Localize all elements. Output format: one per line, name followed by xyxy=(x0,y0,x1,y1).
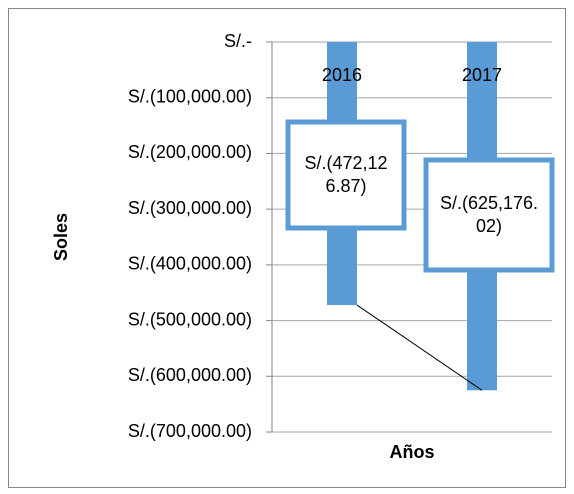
x-axis-title: Años xyxy=(390,442,435,462)
y-tick-label: S/.(300,000.00) xyxy=(128,198,252,218)
data-label-wrap: S/.(472,126.87) xyxy=(304,152,388,196)
data-label-box xyxy=(423,157,555,273)
x-tick-label: 2017 xyxy=(462,65,502,85)
y-tick-label: S/.(500,000.00) xyxy=(128,309,252,329)
y-tick-label: S/.- xyxy=(224,31,252,51)
y-tick-label: S/.(600,000.00) xyxy=(128,365,252,385)
data-label: S/.(472,126.87) xyxy=(304,152,388,196)
data-label-box xyxy=(285,119,407,231)
y-tick-label: S/.(700,000.00) xyxy=(128,421,252,441)
y-axis-title: Soles xyxy=(51,213,71,261)
series-line xyxy=(356,304,483,391)
y-tick-label: S/.(200,000.00) xyxy=(128,142,252,162)
y-tick-label: S/.(400,000.00) xyxy=(128,254,252,274)
data-label: S/.(625,176.02) xyxy=(439,192,539,236)
x-tick-label: 2016 xyxy=(322,65,362,85)
y-tick-label: S/.(100,000.00) xyxy=(128,86,252,106)
data-label-wrap: S/.(625,176.02) xyxy=(439,192,539,236)
